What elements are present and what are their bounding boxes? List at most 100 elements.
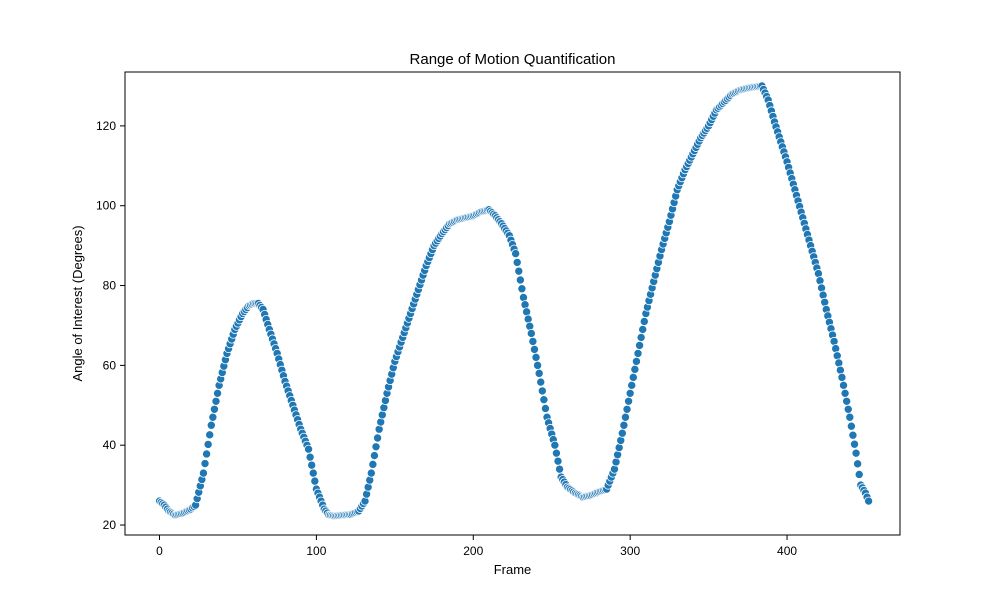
data-point xyxy=(851,448,861,458)
data-point xyxy=(517,284,527,294)
data-point xyxy=(619,420,629,430)
y-tick-label: 40 xyxy=(103,438,117,452)
y-tick-label: 120 xyxy=(96,119,116,133)
y-tick-label: 60 xyxy=(103,358,117,372)
data-point xyxy=(376,417,386,427)
data-point xyxy=(514,266,524,276)
data-point xyxy=(840,388,850,398)
y-tick-label: 20 xyxy=(103,518,117,532)
data-point xyxy=(620,412,630,422)
data-point xyxy=(815,276,825,286)
data-point xyxy=(611,457,621,467)
data-point xyxy=(533,360,543,370)
data-point xyxy=(839,380,849,390)
data-point xyxy=(864,496,874,506)
data-point xyxy=(638,324,648,334)
data-point xyxy=(635,340,645,350)
data-point xyxy=(536,377,546,387)
y-tick-label: 80 xyxy=(103,279,117,293)
x-tick-label: 400 xyxy=(777,544,797,558)
data-point xyxy=(831,344,841,354)
data-point xyxy=(369,451,379,461)
data-point xyxy=(817,283,827,293)
data-point xyxy=(534,368,544,378)
data-point xyxy=(528,336,538,346)
data-point xyxy=(843,404,853,414)
data-point xyxy=(850,439,860,449)
y-axis-ticks: 20 40 60 80 100 120 xyxy=(96,119,125,532)
data-point xyxy=(520,300,530,310)
data-point xyxy=(522,307,532,317)
data-point xyxy=(526,328,536,338)
data-point xyxy=(848,430,858,440)
data-point xyxy=(540,403,550,413)
data-point xyxy=(837,372,847,382)
data-point xyxy=(614,443,624,453)
data-point xyxy=(380,395,390,405)
data-point xyxy=(366,468,376,478)
data-point xyxy=(628,372,638,382)
data-point xyxy=(630,364,640,374)
data-point xyxy=(206,420,216,430)
data-point xyxy=(550,440,560,450)
data-point xyxy=(624,396,634,406)
data-point xyxy=(551,448,561,458)
data-point xyxy=(515,275,525,285)
x-tick-label: 200 xyxy=(463,544,483,558)
data-point xyxy=(639,316,649,326)
x-tick-label: 300 xyxy=(620,544,640,558)
data-point xyxy=(200,459,210,469)
data-point xyxy=(525,321,535,331)
data-point xyxy=(555,464,565,474)
x-axis-label: Frame xyxy=(494,562,532,577)
data-point xyxy=(371,442,381,452)
data-point xyxy=(205,430,215,440)
data-point xyxy=(518,293,528,303)
data-point xyxy=(377,410,387,420)
data-point xyxy=(529,344,539,354)
data-point xyxy=(853,459,863,469)
data-point xyxy=(373,433,383,443)
data-point xyxy=(368,459,378,469)
x-tick-label: 0 xyxy=(156,544,163,558)
y-tick-label: 100 xyxy=(96,199,116,213)
data-point xyxy=(511,249,521,259)
data-point xyxy=(208,412,218,422)
data-point xyxy=(209,404,219,414)
data-point xyxy=(627,380,637,390)
data-point xyxy=(854,469,864,479)
data-point xyxy=(213,388,223,398)
data-point xyxy=(617,428,627,438)
data-point xyxy=(305,452,315,462)
data-point xyxy=(636,332,646,342)
data-point xyxy=(829,336,839,346)
data-points-layer xyxy=(155,81,874,521)
data-point xyxy=(374,424,384,434)
data-point xyxy=(818,290,828,300)
data-point xyxy=(835,365,845,375)
data-point xyxy=(308,468,318,478)
data-point xyxy=(633,348,643,358)
data-point xyxy=(379,403,389,413)
data-point xyxy=(842,396,852,406)
data-point xyxy=(845,412,855,422)
data-point xyxy=(820,297,830,307)
data-point xyxy=(846,421,856,431)
data-point xyxy=(616,435,626,445)
data-point xyxy=(553,456,563,466)
data-point xyxy=(310,476,320,486)
data-point xyxy=(537,386,547,396)
data-point xyxy=(531,352,541,362)
data-point xyxy=(523,314,533,324)
data-point xyxy=(622,404,632,414)
plot-frame xyxy=(124,71,901,536)
data-point xyxy=(307,460,317,470)
data-point xyxy=(613,450,623,460)
data-point xyxy=(609,464,619,474)
data-point xyxy=(625,388,635,398)
data-point xyxy=(813,269,823,279)
data-point xyxy=(202,449,212,459)
data-point xyxy=(539,395,549,405)
